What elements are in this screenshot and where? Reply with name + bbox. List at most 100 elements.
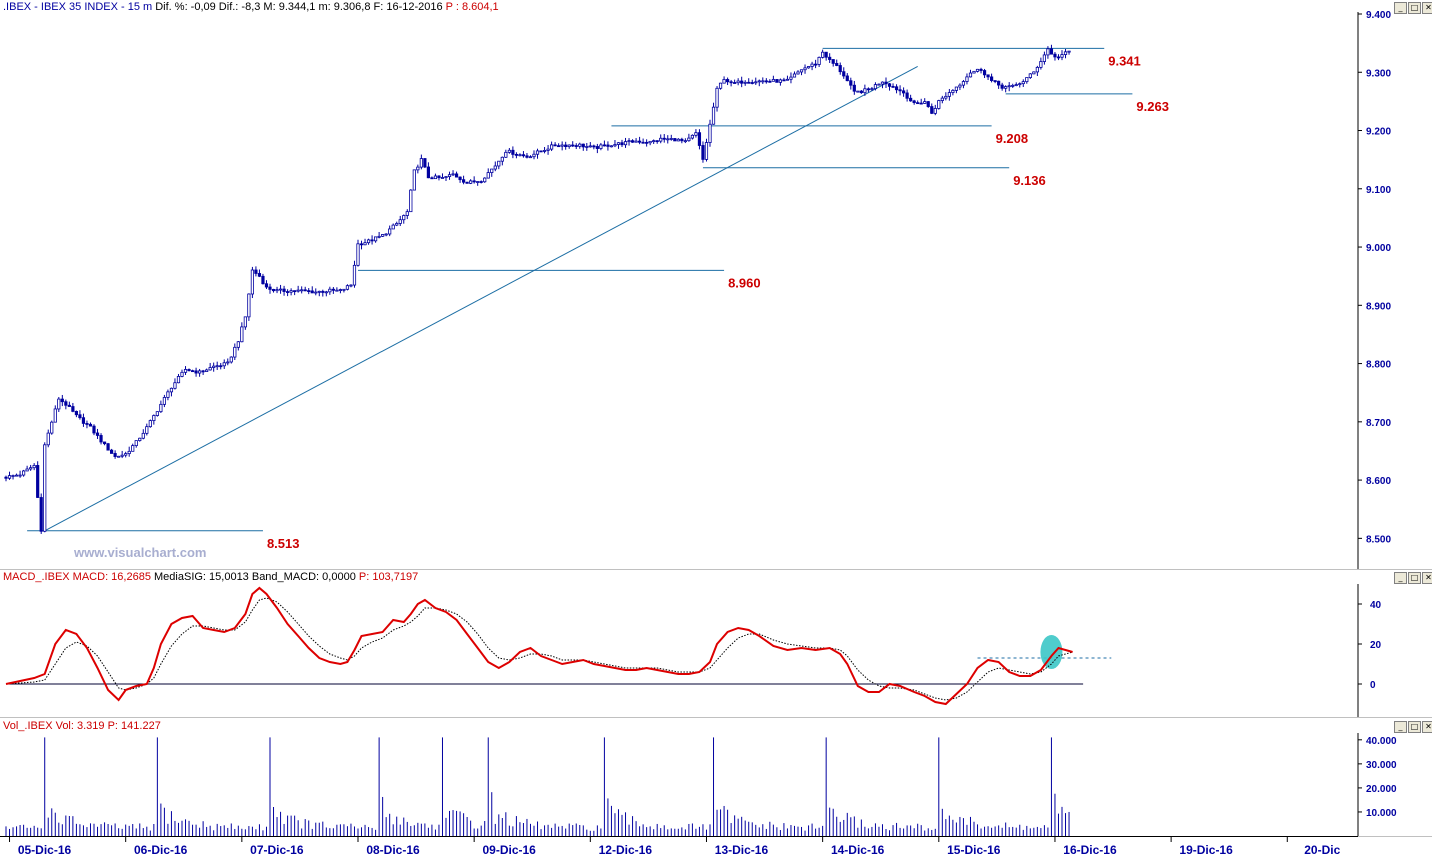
candle-body <box>18 474 22 477</box>
macd-panel-header: MACD_.IBEX MACD: 16,2685 MediaSIG: 15,00… <box>3 570 418 584</box>
candle-body <box>711 106 716 125</box>
candle-body <box>345 285 350 290</box>
macd-tick-label: 40 <box>1370 600 1382 611</box>
candle-body <box>912 100 916 104</box>
price-panel-header: .IBEX - IBEX 35 INDEX - 15 m Dif. %: -0,… <box>3 0 499 14</box>
price-tick-label: 9.100 <box>1366 185 1391 196</box>
candle-body <box>965 76 969 82</box>
x-tick-label: 19-Dic-16 <box>1179 843 1233 857</box>
candle-body <box>877 83 881 86</box>
candle-body <box>898 89 902 92</box>
macd-header-signal: MediaSIG: 15,0013 Band_MACD: 0,0000 <box>154 571 356 583</box>
candle-body <box>609 145 614 148</box>
candle-body <box>317 290 321 293</box>
candle-body <box>85 423 89 425</box>
candle-body <box>940 97 944 101</box>
price-tick-label: 8.500 <box>1366 534 1391 545</box>
price-header-stats: Dif. %: -0,09 Dif.: -8,3 M: 9.344,1 m: 9… <box>155 1 443 13</box>
candle-body <box>88 423 93 427</box>
candle-body <box>25 468 29 472</box>
candle-body <box>659 137 663 142</box>
candle-body <box>342 288 346 291</box>
candle-body <box>528 156 533 159</box>
candle-body <box>293 290 297 293</box>
candle-body <box>1028 73 1032 78</box>
candle-body <box>687 137 691 142</box>
candle-body <box>592 145 596 148</box>
candle-body <box>641 141 645 144</box>
candle-body <box>409 189 413 213</box>
maximize-icon[interactable]: □ <box>1408 721 1421 733</box>
candle-body <box>581 143 585 148</box>
candle-body <box>243 316 247 328</box>
candle-body <box>866 88 871 91</box>
candle-body <box>958 84 962 88</box>
candle-body <box>134 440 138 447</box>
close-icon[interactable]: ✕ <box>1422 721 1432 733</box>
candle-body <box>81 417 86 424</box>
candle-body <box>14 474 19 477</box>
macd-header-name: MACD_.IBEX MACD: 16,2685 <box>3 571 151 583</box>
candle-body <box>416 166 420 171</box>
candle-body <box>990 76 994 81</box>
maximize-icon[interactable]: □ <box>1408 572 1421 584</box>
candle-body <box>1018 83 1022 86</box>
candle-body <box>683 140 687 143</box>
x-tick-label: 13-Dic-16 <box>715 843 769 857</box>
candle-body <box>461 179 466 183</box>
candle-body <box>64 401 68 406</box>
candle-body <box>627 140 631 143</box>
candle-body <box>701 145 705 160</box>
candle-body <box>412 169 416 191</box>
price-tick-label: 9.000 <box>1366 243 1391 254</box>
candle-body <box>564 144 568 148</box>
candle-body <box>831 59 835 64</box>
candle-body <box>648 140 652 144</box>
price-tick-label: 9.400 <box>1366 10 1391 21</box>
candle-body <box>870 88 874 91</box>
candle-body <box>465 181 469 184</box>
close-icon[interactable]: ✕ <box>1422 2 1432 14</box>
candle-body <box>250 269 254 295</box>
candle-body <box>437 175 441 179</box>
close-icon[interactable]: ✕ <box>1422 572 1432 584</box>
candle-body <box>887 83 892 87</box>
candle-body <box>616 142 621 145</box>
candle-body <box>782 79 786 82</box>
candle-body <box>254 269 258 274</box>
candle-body <box>497 160 501 167</box>
minimize-icon[interactable]: _ <box>1394 721 1407 733</box>
candle-body <box>873 84 878 90</box>
candle-body <box>521 154 526 157</box>
price-header-p: P : 8.604,1 <box>445 1 499 13</box>
macd-chart: 40 20 0 <box>0 584 1432 718</box>
candle-body <box>821 51 825 58</box>
candle-body <box>986 74 990 78</box>
candle-body <box>124 453 128 456</box>
candle-body <box>289 290 293 293</box>
candle-body <box>550 144 554 150</box>
candle-body <box>236 341 240 348</box>
candle-body <box>366 239 371 244</box>
candle-body <box>961 81 966 86</box>
price-tick-label: 8.700 <box>1366 418 1391 429</box>
candle-body <box>828 56 832 60</box>
minimize-icon[interactable]: _ <box>1394 572 1407 584</box>
candle-body <box>602 144 607 147</box>
candle-body <box>1056 56 1061 59</box>
maximize-icon[interactable]: □ <box>1408 2 1421 14</box>
x-tick-label: 09-Dic-16 <box>482 843 536 857</box>
candle-body <box>937 100 941 109</box>
candle-body <box>884 81 888 85</box>
candle-body <box>426 166 431 179</box>
candle-body <box>95 432 100 436</box>
candle-body <box>662 137 666 140</box>
price-tick-label: 9.300 <box>1366 68 1391 79</box>
macd-window-buttons: _ □ ✕ <box>1394 572 1432 584</box>
price-level-label: 9.136 <box>1013 173 1046 188</box>
candle-body <box>690 134 695 139</box>
candle-body <box>1053 53 1057 58</box>
candle-body <box>673 138 677 142</box>
candle-body <box>736 80 740 84</box>
minimize-icon[interactable]: _ <box>1394 2 1407 14</box>
